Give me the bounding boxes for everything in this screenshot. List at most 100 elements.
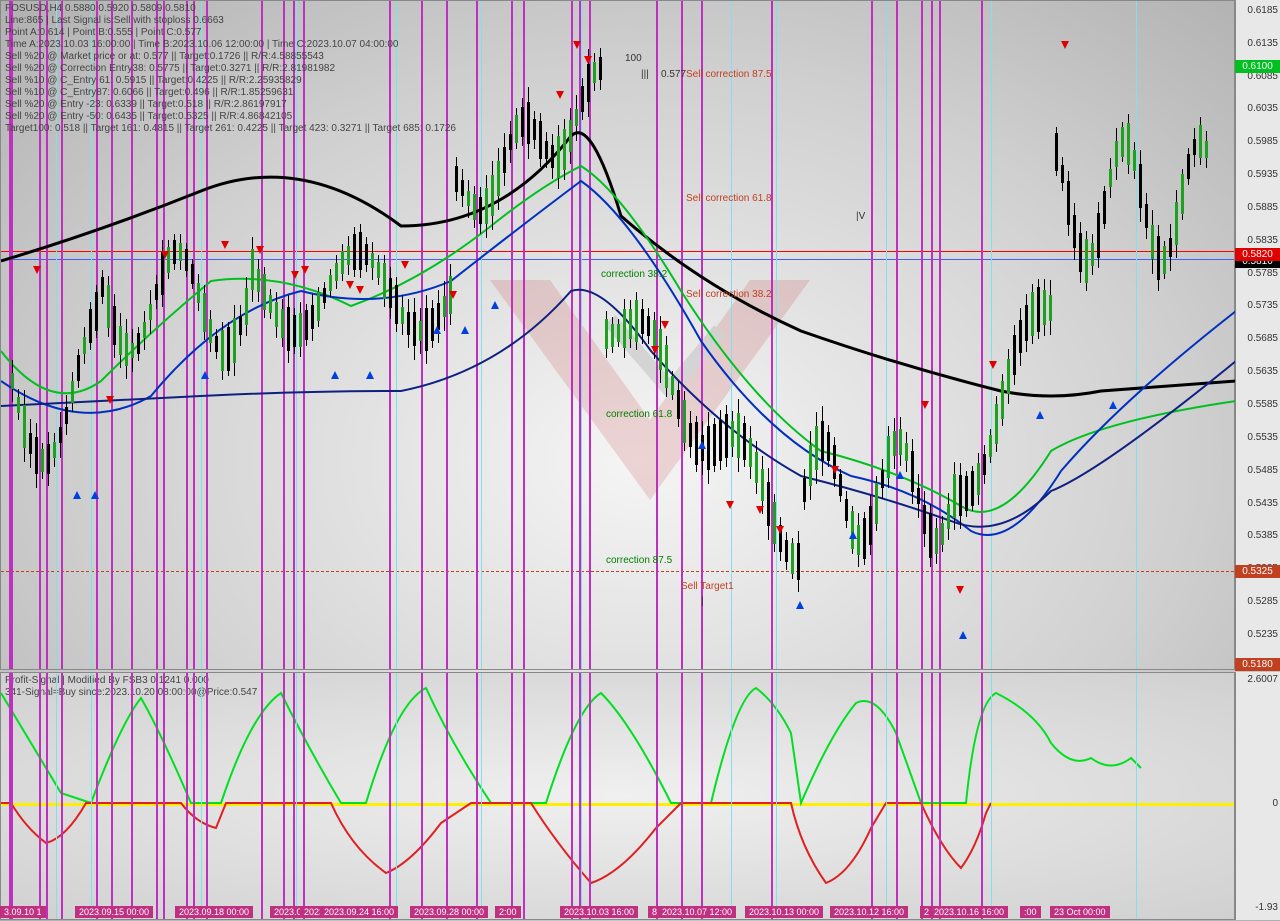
annotation: 100: [625, 53, 642, 64]
arrow-down-red: [726, 501, 734, 509]
vline-cyan: [776, 673, 777, 919]
annotation: 0.577: [661, 69, 686, 80]
vline-cyan: [581, 673, 582, 919]
arrow-down-red: [921, 401, 929, 409]
vline-magenta: [193, 673, 195, 919]
y-tick: 0.5985: [1247, 136, 1278, 147]
price-marker-green: 0.6100: [1235, 60, 1280, 73]
arrow-up-blue: [331, 371, 339, 379]
vline-magenta: [96, 673, 98, 919]
vline-magenta: [446, 673, 448, 919]
symbol-label: FOSUSD,H4 0.5880 0.5920 0.5809 0.5810: [5, 3, 196, 14]
vline-magenta: [981, 673, 983, 919]
main-chart-panel[interactable]: FOSUSD,H4 0.5880 0.5920 0.5809 0.5810 Li…: [0, 0, 1235, 670]
vline-magenta: [156, 673, 158, 919]
arrow-up-blue: [73, 491, 81, 499]
vline-magenta: [46, 673, 48, 919]
vline-magenta: [771, 673, 773, 919]
y-tick: 0.5635: [1247, 366, 1278, 377]
y-tick: 0.5735: [1247, 300, 1278, 311]
arrow-up-blue: [796, 601, 804, 609]
annotation: Sell correction 87.5: [686, 69, 772, 80]
x-axis: 3.09.10 12023.09.15 00:002023.09.18 00:0…: [0, 902, 1235, 920]
info-line: Time A:2023.10.03 16:00:00 | Time B:2023…: [5, 39, 398, 50]
arrow-down-red: [584, 56, 592, 64]
vline-magenta: [896, 673, 898, 919]
arrow-up-blue: [91, 491, 99, 499]
info-line: Target100: 0.518 || Target 161: 0.4815 |…: [5, 123, 456, 134]
vline-magenta: [39, 673, 41, 919]
info-line: Sell %20 @ Market price or at: 0.577 || …: [5, 51, 324, 62]
vline-magenta: [11, 673, 13, 919]
vline-magenta: [421, 673, 423, 919]
arrow-up-blue: [1036, 411, 1044, 419]
x-tick: 2023.10.03 16:00: [560, 906, 638, 918]
arrow-down-red: [776, 526, 784, 534]
arrow-up-blue: [491, 301, 499, 309]
x-tick: 2023.09.28 00:00: [410, 906, 488, 918]
y-tick: 0.5585: [1247, 399, 1278, 410]
arrow-down-red: [106, 396, 114, 404]
vline-magenta: [681, 673, 683, 919]
arrow-up-blue: [433, 326, 441, 334]
vline-magenta: [186, 673, 188, 919]
info-line: Line:865 | Last Signal is:Sell with stop…: [5, 15, 224, 26]
x-tick: :00: [1020, 906, 1041, 918]
arrow-down-red: [556, 91, 564, 99]
arrow-down-red: [651, 346, 659, 354]
arrow-down-red: [401, 261, 409, 269]
info-line: Sell %20 @ Correction Entry38: 0.5775 ||…: [5, 63, 335, 74]
vline-magenta: [656, 673, 658, 919]
annotation: correction 87.5: [606, 555, 672, 566]
price-marker-stop: 0.5180: [1235, 658, 1280, 671]
x-tick: 2023.10.16 16:00: [930, 906, 1008, 918]
x-tick: 23 Oct 00:00: [1050, 906, 1110, 918]
vline-magenta: [523, 673, 525, 919]
indicator-panel[interactable]: Profit-Signal | Modified By FSB3 0.1241 …: [0, 672, 1235, 920]
annotation: correction 61.8: [606, 409, 672, 420]
vline-cyan: [886, 673, 887, 919]
info-line: Sell %20 @ Entry -23: 0.6339 || Target:0…: [5, 99, 287, 110]
ind-tick: 2.6007: [1247, 674, 1278, 685]
arrow-up-blue: [201, 371, 209, 379]
y-tick: 0.5385: [1247, 530, 1278, 541]
info-line: Sell %10 @ C_Entry 61: 0.5915 || Target:…: [5, 75, 302, 86]
arrow-down-red: [831, 466, 839, 474]
arrow-down-red: [291, 271, 299, 279]
y-tick: 0.6185: [1247, 5, 1278, 16]
vline-magenta: [389, 673, 391, 919]
arrow-up-blue: [896, 471, 904, 479]
vline-magenta: [131, 673, 133, 919]
x-tick: 2023.09.15 00:00: [75, 906, 153, 918]
x-tick: 2023.09.24 16:00: [320, 906, 398, 918]
vline-magenta: [511, 673, 513, 919]
x-tick: 2023.10.13 00:00: [745, 906, 823, 918]
vline-cyan: [991, 673, 992, 919]
y-tick: 0.5785: [1247, 268, 1278, 279]
vline-magenta: [871, 673, 873, 919]
arrow-down-red: [449, 291, 457, 299]
vline-magenta: [261, 673, 263, 919]
arrow-down-red: [256, 246, 264, 254]
vline-magenta: [293, 673, 295, 919]
arrow-down-red: [573, 41, 581, 49]
vline-cyan: [481, 673, 482, 919]
annotation: |: [701, 596, 704, 607]
annotation: |V: [856, 211, 865, 222]
arrow-down-red: [33, 266, 41, 274]
vline-magenta: [283, 673, 285, 919]
y-tick: 0.5235: [1247, 629, 1278, 640]
y-tick: 0.5435: [1247, 498, 1278, 509]
arrow-up-blue: [698, 441, 706, 449]
vline-magenta: [571, 673, 573, 919]
y-axis-indicator: 2.6007 0 -1.93: [1235, 672, 1280, 920]
ind-tick: 0: [1272, 798, 1278, 809]
y-tick: 0.5285: [1247, 596, 1278, 607]
y-axis-main: 0.61850.61350.60850.60350.59850.59350.58…: [1235, 0, 1280, 670]
arrow-down-red: [221, 241, 229, 249]
price-marker-target: 0.5325: [1235, 565, 1280, 578]
vline-magenta: [939, 673, 941, 919]
vline-cyan: [396, 673, 397, 919]
price-marker-red-1: 0.5820: [1235, 248, 1280, 261]
info-line: Sell %20 @ Entry -50: 0.6435 || Target:0…: [5, 111, 292, 122]
